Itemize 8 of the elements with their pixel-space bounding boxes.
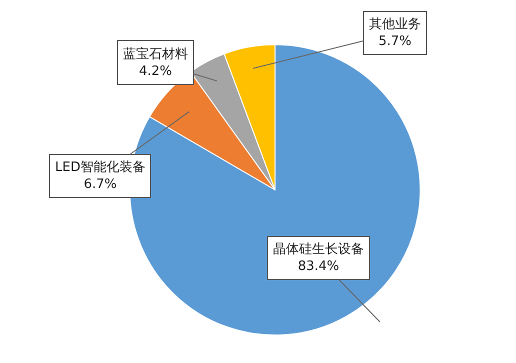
data-label: 4.2% <box>138 64 172 79</box>
slice-label: 晶体硅生长设备 <box>273 242 364 257</box>
slice-label: 蓝宝石材料 <box>123 46 188 62</box>
data-label: 6.7% <box>84 176 117 192</box>
data-label: 83.4% <box>298 258 340 274</box>
slice-label: 其他业务 <box>369 17 421 32</box>
slice-label: LED智能化装备 <box>55 160 146 175</box>
data-label: 5.7% <box>378 34 412 49</box>
